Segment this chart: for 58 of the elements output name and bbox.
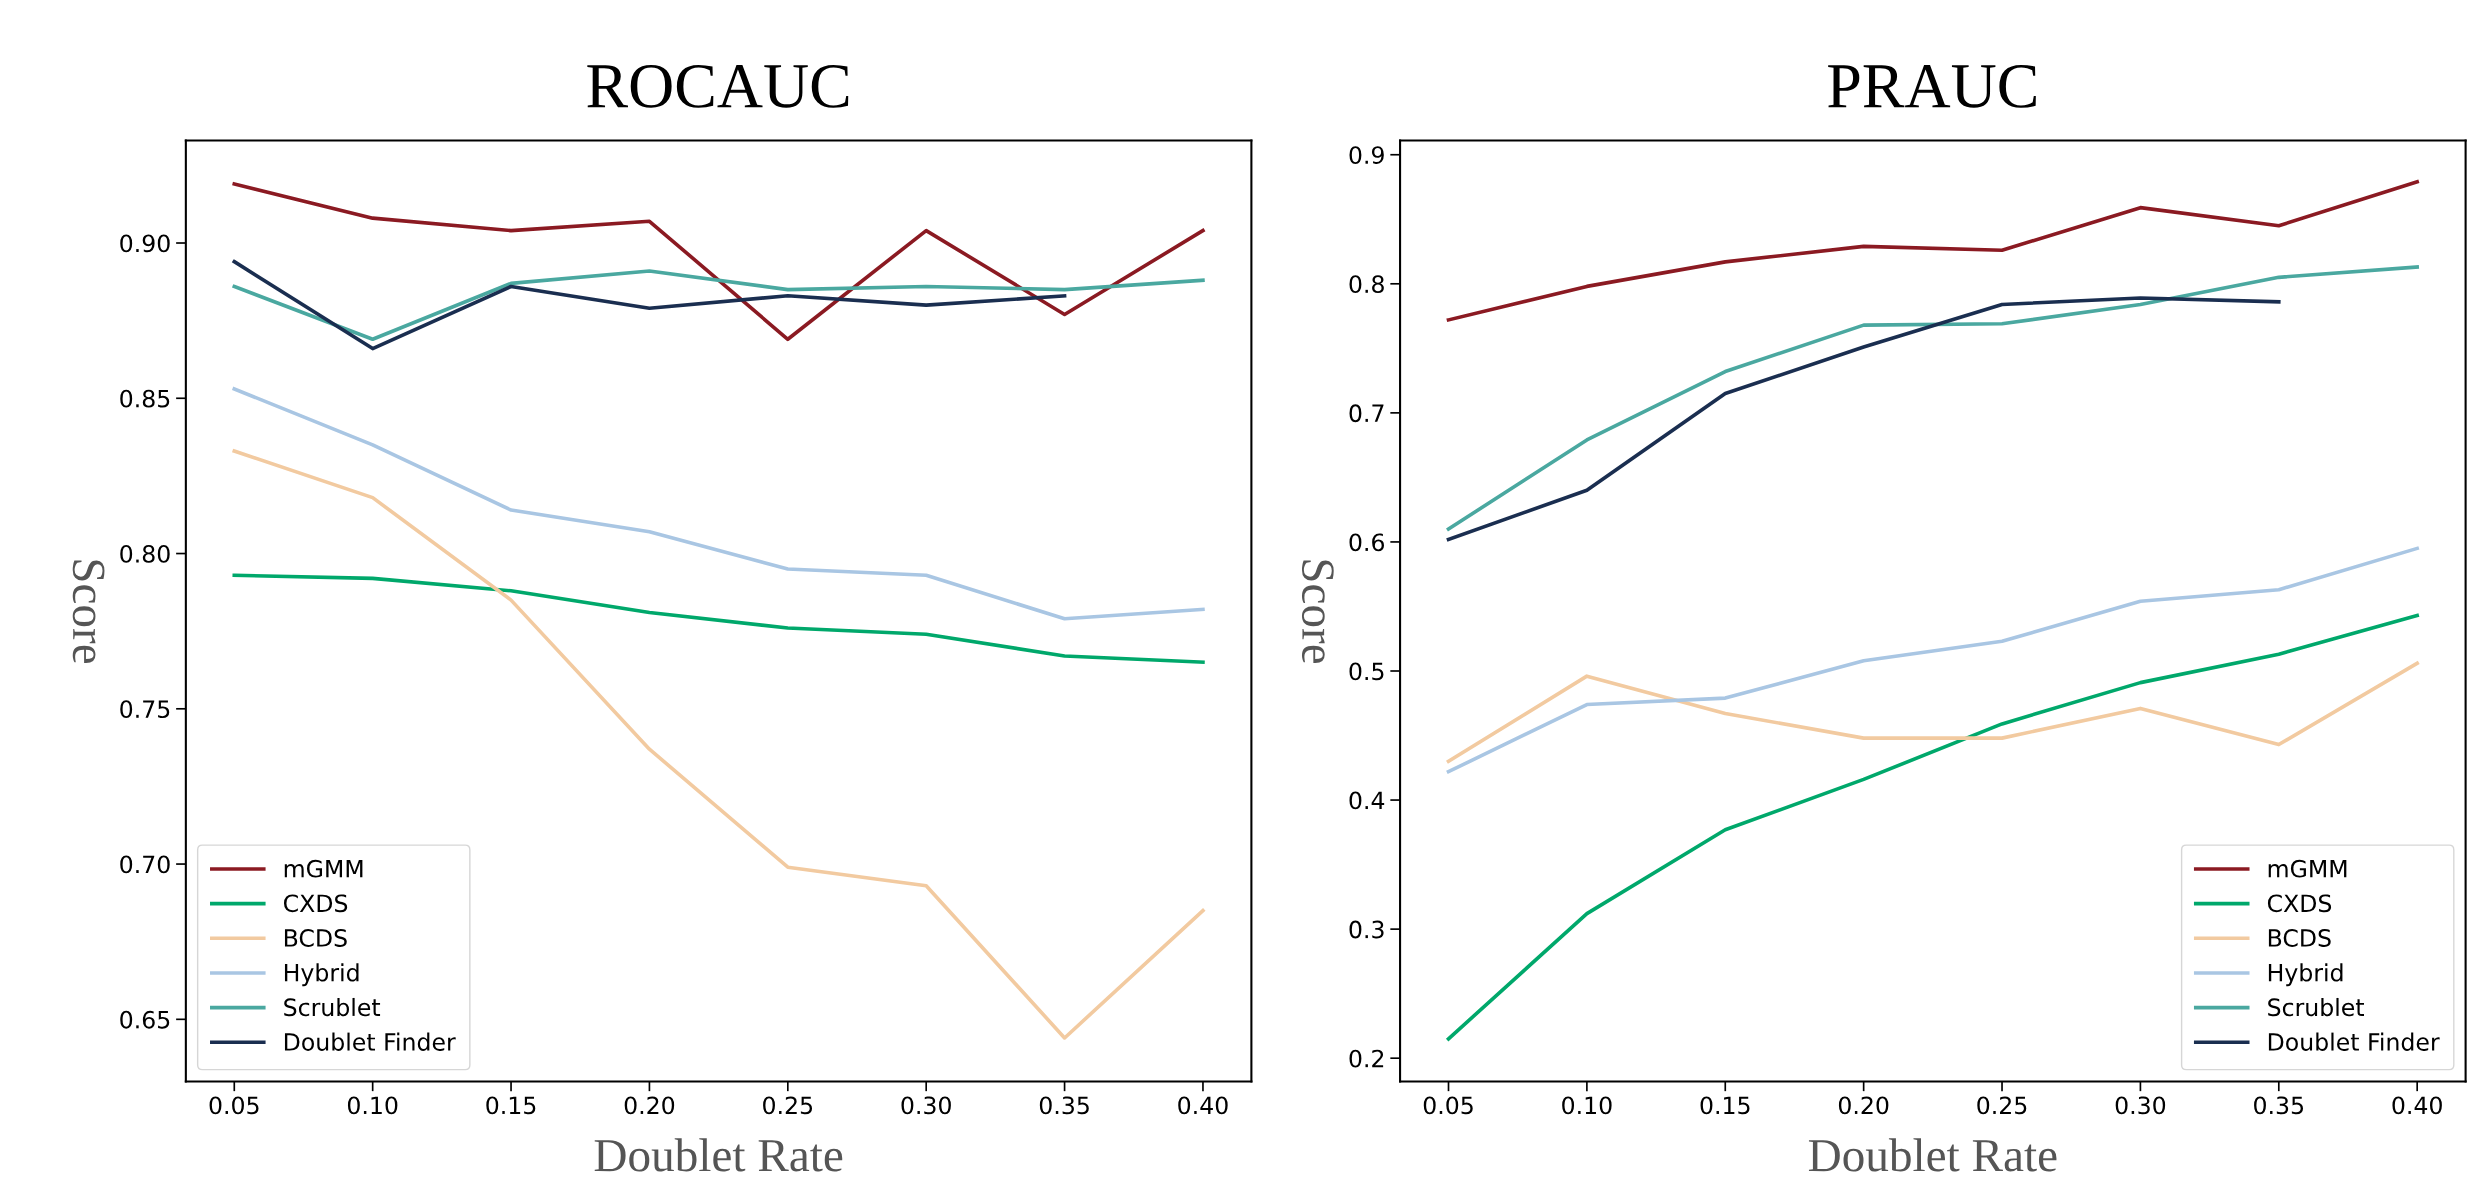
x-tick-label: 0.35 <box>1039 1096 1089 1115</box>
line-series <box>1446 546 2419 774</box>
y-tick-label: 0.75 <box>120 700 170 719</box>
line-series <box>232 182 1205 342</box>
line-series <box>232 269 1205 342</box>
y-tick-label: 0.4 <box>1349 791 1385 810</box>
legend-label: Hybrid <box>2268 963 2343 987</box>
legend-label: mGMM <box>284 859 363 878</box>
x-tick-label: 0.20 <box>1838 1096 1889 1115</box>
x-tick-label: 0.15 <box>486 1096 536 1115</box>
y-tick-label: 0.65 <box>120 1010 170 1029</box>
y-tick-label: 0.5 <box>1349 662 1384 681</box>
y-tick-label: 0.3 <box>1349 920 1384 939</box>
y-tick-label: 0.2 <box>1349 1049 1384 1068</box>
y-tick-label: 0.90 <box>120 234 170 253</box>
x-tick-label: 0.30 <box>2115 1096 2166 1115</box>
y-tick-label: 0.70 <box>120 855 170 874</box>
legend-label: CXDS <box>283 894 348 913</box>
line-series <box>232 259 1067 351</box>
x-tick-label: 0.25 <box>763 1096 813 1115</box>
chart-title: ROCAUC <box>587 64 849 108</box>
x-tick-label: 0.35 <box>2254 1096 2304 1115</box>
x-tick-label: 0.40 <box>2392 1096 2442 1115</box>
legend-label: BCDS <box>284 929 347 947</box>
legend-label: CXDS <box>2267 894 2332 913</box>
x-tick-label: 0.25 <box>1977 1096 2027 1115</box>
x-tick-label: 0.20 <box>624 1096 675 1115</box>
legend-label: Doublet Finder <box>2268 1032 2440 1051</box>
line-series <box>232 387 1205 621</box>
line-series <box>1446 296 2281 542</box>
x-tick-label: 0.10 <box>347 1096 398 1115</box>
legend-label: mGMM <box>2268 859 2347 878</box>
x-tick-label: 0.40 <box>1178 1096 1228 1115</box>
x-tick-label: 0.10 <box>1562 1096 1612 1115</box>
y-tick-label: 0.9 <box>1349 146 1384 165</box>
y-tick-label: 0.6 <box>1349 533 1384 552</box>
y-axis-title: Score <box>1301 560 1334 664</box>
legend-label: Hybrid <box>284 963 359 987</box>
x-axis-title: Doublet Rate <box>1808 1138 2057 1172</box>
y-axis-title: Score <box>72 560 105 664</box>
chart-title: PRAUC <box>1828 64 2036 108</box>
line-series <box>1446 180 2419 322</box>
y-tick-label: 0.7 <box>1349 404 1384 423</box>
legend-label: Scrublet <box>284 997 381 1017</box>
line-series <box>1446 265 2419 531</box>
y-tick-label: 0.80 <box>120 544 170 563</box>
x-tick-label: 0.15 <box>1700 1096 1750 1115</box>
line-series <box>1446 661 2419 764</box>
legend-label: Doublet Finder <box>284 1032 456 1051</box>
x-tick-label: 0.30 <box>901 1096 951 1115</box>
x-tick-label: 0.05 <box>1423 1096 1473 1115</box>
legend-label: BCDS <box>2268 929 2331 947</box>
x-tick-label: 0.05 <box>209 1096 259 1115</box>
y-tick-label: 0.85 <box>120 389 170 408</box>
x-axis-title: Doublet Rate <box>594 1138 843 1172</box>
legend-label: Scrublet <box>2268 997 2364 1017</box>
line-series <box>232 573 1205 665</box>
y-tick-label: 0.8 <box>1349 275 1384 294</box>
